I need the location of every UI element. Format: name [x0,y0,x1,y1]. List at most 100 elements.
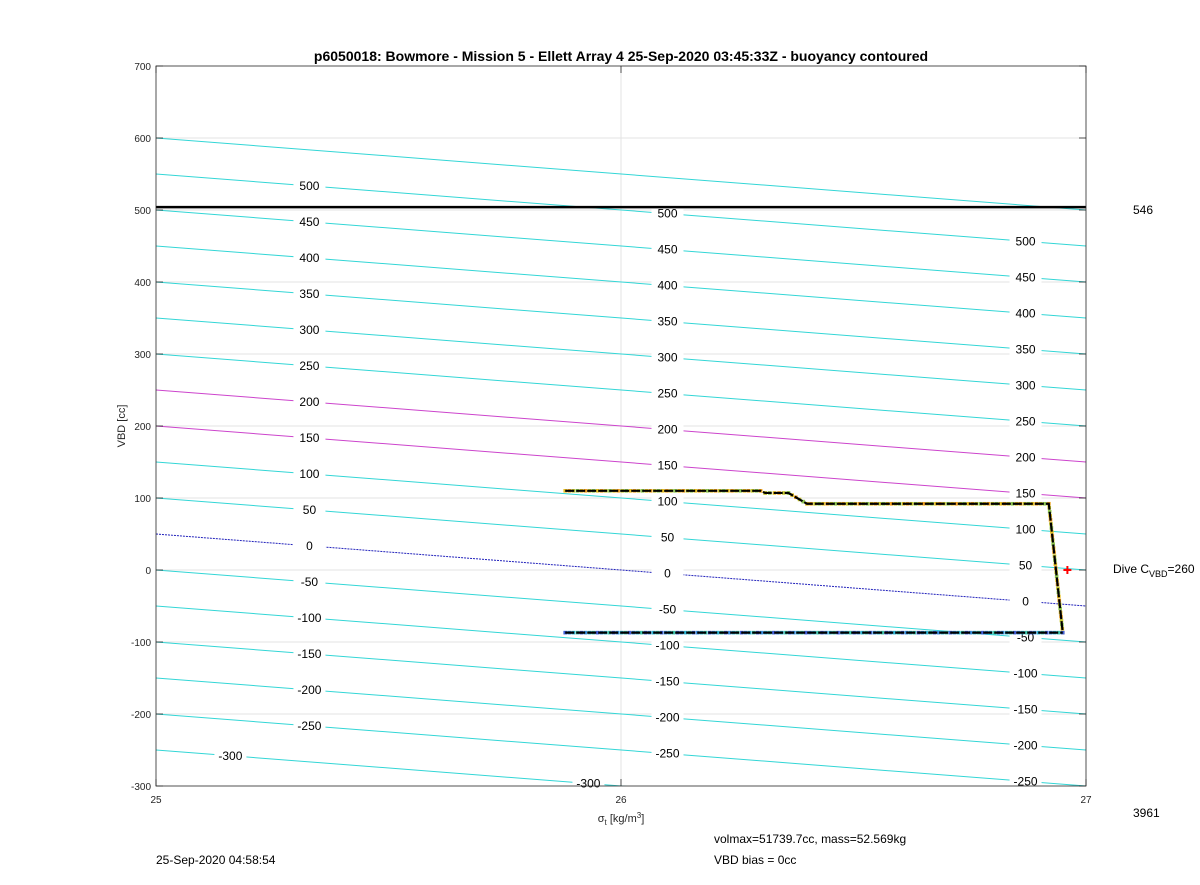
dive-sample-dot [628,489,633,493]
contour-label-bg [651,602,684,617]
contour-label: -50 [659,603,677,617]
contour-label-bg [651,674,684,689]
climb-sample-dot [727,630,732,635]
contour-label-bg [651,710,684,725]
contour-label: -300 [576,776,600,790]
contour-label: 500 [657,207,677,221]
y-tick-label: 200 [134,422,151,433]
contour-label-bg [651,638,684,653]
dive-sample-dot [1042,501,1047,506]
dive-sample-dot [705,489,710,493]
contour-label-bg [293,178,326,193]
contour-label: 100 [299,467,319,481]
contour-label: 150 [657,459,677,473]
dive-sample-dot [954,501,958,506]
contour-line [156,137,1086,211]
contour-label-bg [293,322,326,337]
climb-sample-dot [892,630,897,635]
contour-label-bg [651,566,684,581]
contour-label-bg [651,350,684,365]
y-axis-label: VBD [cc] [116,405,128,448]
markers [1063,566,1072,574]
dive-sample-dot [1058,606,1062,611]
contour-label: -150 [1014,702,1038,716]
climb-sample-dot [683,630,688,635]
contour-label-bg [293,610,326,625]
contour-label: 150 [299,431,319,445]
contour-label-bg [1009,342,1042,357]
contour-label: 0 [306,539,313,553]
dive-sample-dot [877,501,882,506]
contour-label-bg [1009,702,1042,717]
contour-label: 400 [657,279,677,293]
chart-title: p6050018: Bowmore - Mission 5 - Ellett A… [314,48,928,64]
contour-label: 100 [1016,522,1036,536]
y-tick-label: 300 [134,350,151,361]
climb-sample-dot [968,630,973,635]
climb-sample-dot [848,630,852,635]
contour-label: 150 [1016,486,1036,500]
contour-label: -100 [297,611,321,625]
contour-label-bg [293,718,326,733]
y-tick-label: -200 [131,710,151,721]
contour-label: -150 [297,647,321,661]
contour-label: 350 [1016,342,1036,356]
contour-label-bg [651,206,684,221]
contour-line [156,749,628,786]
contour-label: 500 [1016,234,1036,248]
contour-label: -200 [1014,738,1038,752]
contour-label-bg [293,682,326,697]
dive-sample-dot [998,501,1003,506]
contour-label: -250 [297,719,321,733]
x-axis-label-close: ] [641,813,644,825]
contour-label: 250 [1016,414,1036,428]
contour-label: -100 [1014,666,1038,680]
dive-sample-dot [1051,542,1055,546]
contour-label: -250 [655,747,679,761]
contour-label-bg [214,748,247,763]
contour-label: 250 [299,359,319,373]
dive-sample-dot [781,491,786,495]
dive-c-suffix: =260 [1168,562,1195,576]
contour-label-bg [1009,522,1042,537]
x-tick-label: 25 [150,795,162,806]
x-axis-label-symbol: σ [598,813,605,825]
dive-sample-dot [1059,618,1064,623]
climb-sample-dot [860,630,864,635]
y-tick-label: 0 [145,566,151,577]
contour-label: -50 [301,575,319,589]
climb-sample-dot [760,630,764,635]
x-tick-label: 27 [1080,795,1092,806]
y-tick-label: -100 [131,638,151,649]
contour-label: 50 [661,531,675,545]
volmax-mass-label: volmax=51739.7cc, mass=52.569kg [714,832,906,846]
contour-label-bg [1009,414,1042,429]
y-tick-label: -300 [131,782,151,793]
dive-sample-dot [661,489,665,493]
contour-label-bg [293,286,326,301]
climb-sample-dot [627,630,632,635]
climb-sample-dot [671,630,676,635]
contour-label: 50 [303,503,317,517]
contour-label-bg [651,422,684,437]
contour-label: 350 [657,315,677,329]
contour-label: 200 [657,423,677,437]
contour-label-bg [1009,666,1042,681]
contour-label: 400 [1016,306,1036,320]
dive-sample-dot [966,501,970,506]
contour-label-bg [1009,450,1042,465]
contour-label: 300 [1016,378,1036,392]
contour-label-bg [293,250,326,265]
y-tick-label: 600 [134,134,151,145]
contour-label-bg [293,358,326,373]
contour-label-bg [651,242,684,257]
x-axis-label-unit: [kg/m [607,813,637,825]
climb-sample-dot [804,630,808,635]
contour-label-bg [1009,306,1042,321]
dive-sample-dot [1010,501,1015,506]
climb-sample-dot [1024,630,1029,635]
dive-sample-dot [1054,574,1059,579]
contour-label-bg [1009,486,1042,501]
